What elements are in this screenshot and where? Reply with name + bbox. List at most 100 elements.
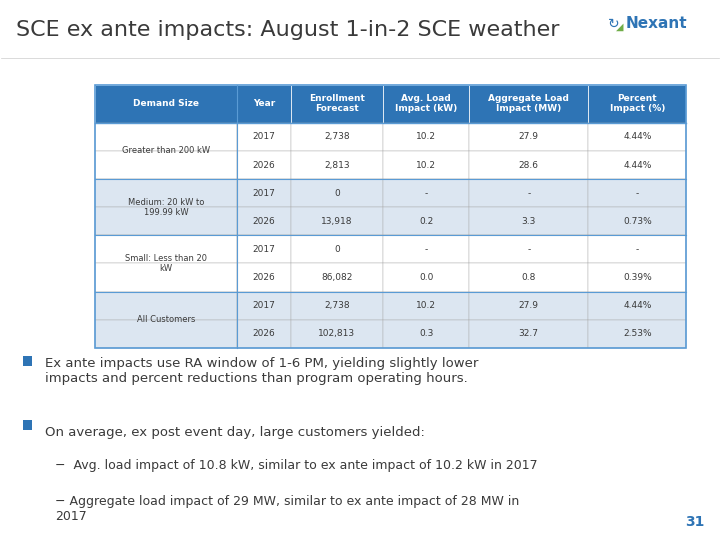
Bar [383,179,469,207]
Bar [469,123,588,151]
Bar [588,85,686,123]
Text: 2017: 2017 [253,301,276,310]
Text: 0: 0 [334,245,340,254]
Bar [291,235,383,264]
Bar [383,320,469,348]
Bar [23,356,32,366]
Bar [383,235,469,264]
Bar [94,235,238,264]
Bar [94,320,238,348]
Text: − Aggregate load impact of 29 MW, similar to ex ante impact of 28 MW in
2017: − Aggregate load impact of 29 MW, simila… [55,495,519,523]
Text: 0.0: 0.0 [419,273,433,282]
Bar [383,292,469,320]
Text: Medium: 20 kW to
199.99 kW: Medium: 20 kW to 199.99 kW [128,198,204,217]
Bar [469,292,588,320]
Bar [94,207,238,235]
Bar [469,85,588,123]
Text: -: - [425,188,428,198]
Text: -: - [636,188,639,198]
Bar [238,179,291,207]
Text: 102,813: 102,813 [318,329,356,339]
Bar [238,235,291,264]
Bar [469,179,588,207]
Text: Small: Less than 20
kW: Small: Less than 20 kW [125,254,207,273]
Text: Aggregate Load
Impact (MW): Aggregate Load Impact (MW) [488,94,570,113]
Text: 13,918: 13,918 [321,217,353,226]
Bar [94,264,238,292]
Bar [238,123,291,151]
Text: All Customers: All Customers [137,315,195,324]
Text: Greater than 200 kW: Greater than 200 kW [122,146,210,156]
Bar [291,123,383,151]
Bar [469,264,588,292]
Bar [238,85,291,123]
Text: Year: Year [253,99,275,108]
Bar [588,207,686,235]
Bar [588,151,686,179]
Bar [291,320,383,348]
Bar [94,85,238,123]
Text: −  Avg. load impact of 10.8 kW, similar to ex ante impact of 10.2 kW in 2017: − Avg. load impact of 10.8 kW, similar t… [55,459,538,472]
Bar [291,207,383,235]
Text: Ex ante impacts use RA window of 1-6 PM, yielding slightly lower
impacts and per: Ex ante impacts use RA window of 1-6 PM,… [45,357,479,385]
Bar [238,264,291,292]
Text: 2,813: 2,813 [324,160,350,170]
Text: 4.44%: 4.44% [623,301,652,310]
Bar [588,179,686,207]
Text: On average, ex post event day, large customers yielded:: On average, ex post event day, large cus… [45,426,425,439]
Text: Demand Size: Demand Size [133,99,199,108]
Text: 2017: 2017 [253,132,276,141]
Text: 2,738: 2,738 [324,301,350,310]
Text: -: - [527,188,531,198]
Bar [291,151,383,179]
Text: 27.9: 27.9 [518,301,539,310]
Bar [383,85,469,123]
Text: 0.39%: 0.39% [623,273,652,282]
Text: 3.3: 3.3 [521,217,536,226]
Bar [94,292,238,320]
Bar [588,235,686,264]
Bar [588,123,686,151]
Text: 10.2: 10.2 [416,301,436,310]
Bar [588,292,686,320]
Bar [238,207,291,235]
Text: -: - [425,245,428,254]
Bar [238,292,291,320]
Text: 0.73%: 0.73% [623,217,652,226]
Text: 0.8: 0.8 [521,273,536,282]
Text: 32.7: 32.7 [518,329,539,339]
Text: 0.2: 0.2 [419,217,433,226]
Text: SCE ex ante impacts: August 1-in-2 SCE weather: SCE ex ante impacts: August 1-in-2 SCE w… [16,20,559,40]
Bar [238,151,291,179]
Text: 10.2: 10.2 [416,160,436,170]
Text: Avg. Load
Impact (kW): Avg. Load Impact (kW) [395,94,457,113]
Bar [94,151,238,179]
Text: 0.3: 0.3 [419,329,433,339]
Text: Enrollment
Forecast: Enrollment Forecast [309,94,365,113]
Bar [469,320,588,348]
Bar [383,207,469,235]
Bar [291,264,383,292]
Text: 2026: 2026 [253,273,276,282]
Text: -: - [527,245,531,254]
Bar [291,179,383,207]
Text: 10.2: 10.2 [416,132,436,141]
Text: 2.53%: 2.53% [623,329,652,339]
Text: 27.9: 27.9 [518,132,539,141]
Text: 0: 0 [334,188,340,198]
Text: Percent
Impact (%): Percent Impact (%) [610,94,665,113]
Text: Nexant: Nexant [626,16,687,31]
Text: 2026: 2026 [253,217,276,226]
Bar [383,264,469,292]
Text: 86,082: 86,082 [321,273,353,282]
Bar [94,85,686,348]
Text: 2017: 2017 [253,188,276,198]
Bar [469,151,588,179]
Bar [23,421,32,430]
Bar [588,320,686,348]
Text: -: - [636,245,639,254]
Bar [469,207,588,235]
Bar [588,264,686,292]
Bar [94,179,238,207]
Text: ◢: ◢ [616,21,624,31]
